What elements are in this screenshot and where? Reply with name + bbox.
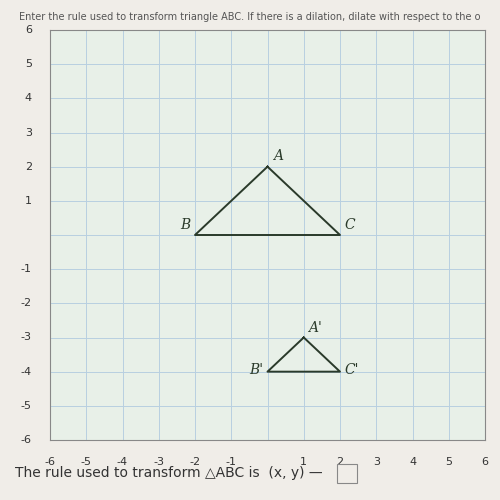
Text: 4: 4: [25, 94, 32, 104]
Text: -1: -1: [226, 457, 237, 467]
Text: -5: -5: [21, 401, 32, 411]
Text: -2: -2: [190, 457, 200, 467]
Text: 5: 5: [446, 457, 452, 467]
Text: -1: -1: [21, 264, 32, 274]
Text: -3: -3: [153, 457, 164, 467]
Text: -3: -3: [21, 332, 32, 342]
Text: 3: 3: [25, 128, 32, 138]
Text: C: C: [344, 218, 355, 232]
Text: Enter the rule used to transform triangle ABC. If there is a dilation, dilate wi: Enter the rule used to transform triangl…: [19, 12, 481, 22]
Text: 1: 1: [25, 196, 32, 206]
Text: -4: -4: [21, 366, 32, 376]
Text: The rule used to transform △ABC is  (x, y) —: The rule used to transform △ABC is (x, y…: [15, 466, 322, 479]
Text: C': C': [344, 363, 359, 377]
Text: 2: 2: [336, 457, 344, 467]
Text: 4: 4: [409, 457, 416, 467]
Text: -2: -2: [21, 298, 32, 308]
Text: 6: 6: [25, 25, 32, 35]
Text: -5: -5: [81, 457, 92, 467]
Text: 6: 6: [482, 457, 488, 467]
Text: 3: 3: [373, 457, 380, 467]
Text: 2: 2: [25, 162, 32, 172]
Text: B': B': [249, 363, 263, 377]
Text: A: A: [273, 148, 283, 162]
Text: 1: 1: [300, 457, 307, 467]
Text: A': A': [308, 321, 322, 335]
Text: 5: 5: [25, 59, 32, 69]
Text: -6: -6: [21, 435, 32, 445]
Text: -6: -6: [44, 457, 56, 467]
Text: B: B: [180, 218, 190, 232]
Text: -4: -4: [117, 457, 128, 467]
